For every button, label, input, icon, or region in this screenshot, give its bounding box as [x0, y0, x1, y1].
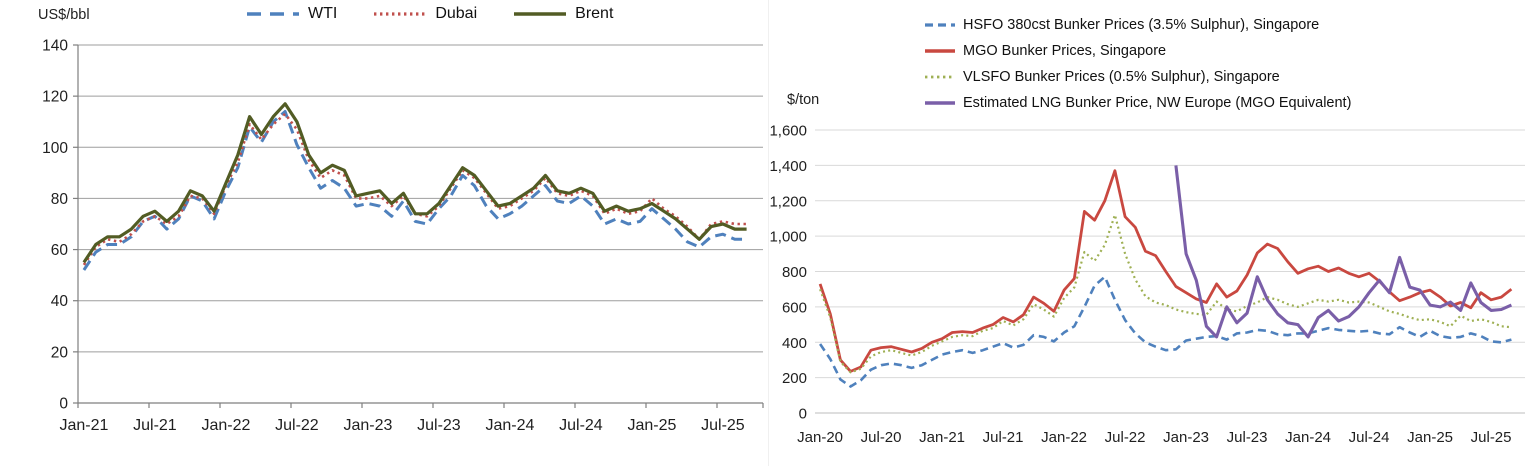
- series-line-1: [818, 169, 1513, 373]
- svg-text:Jan-21: Jan-21: [59, 417, 108, 434]
- lng-legend-label: Estimated LNG Bunker Price, NW Europe (M…: [963, 95, 1352, 111]
- gridlines: [815, 129, 1525, 379]
- svg-text:200: 200: [782, 370, 807, 387]
- axis-tick-labels: 0 20 40 60 80 100 120 140 Jan-21 Jul-21 Jan-22 Jul-…: [42, 38, 745, 435]
- svg-text:Jan-21: Jan-21: [919, 429, 965, 446]
- axis-tick-labels: 0 200 400 600 800 1,000 1,200 1,400 1,600 Jan-20 J…: [769, 123, 1511, 447]
- svg-text:Jul-25: Jul-25: [701, 417, 745, 434]
- svg-text:Jul-20: Jul-20: [861, 429, 902, 446]
- svg-text:Jan-22: Jan-22: [1041, 429, 1087, 446]
- crude-oil-price-chart: 0 20 40 60 80 100 120 140 Jan-21 Jul-21 Jan-22 Jul-…: [38, 5, 764, 435]
- series-line-0: [82, 110, 747, 271]
- dubai-legend-label: Dubai: [435, 5, 478, 22]
- svg-text:20: 20: [51, 344, 69, 361]
- bunker-chart-legend: HSFO 380cst Bunker Prices (3.5% Sulphur)…: [924, 12, 1351, 116]
- svg-text:Jan-23: Jan-23: [1163, 429, 1209, 446]
- brent-line-sample-icon: [513, 8, 567, 20]
- svg-text:400: 400: [782, 335, 807, 352]
- crude-chart-legend: WTI Dubai Brent: [246, 5, 613, 23]
- svg-text:80: 80: [51, 191, 69, 208]
- svg-text:0: 0: [59, 396, 68, 413]
- gridlines: [78, 44, 763, 353]
- series-line-2: [82, 102, 747, 264]
- legend-item-wti: WTI: [246, 5, 337, 23]
- bunker-y-axis-unit: $/ton: [787, 92, 820, 108]
- crude-y-axis-unit: US$/bbl: [38, 7, 90, 23]
- series-line-0: [819, 275, 1512, 388]
- axes: [73, 44, 764, 408]
- svg-text:140: 140: [42, 38, 68, 55]
- hsfo-line-sample-icon: [924, 19, 956, 31]
- legend-item-hsfo: HSFO 380cst Bunker Prices (3.5% Sulphur)…: [924, 12, 1351, 38]
- svg-text:Jan-25: Jan-25: [1407, 429, 1453, 446]
- svg-text:40: 40: [51, 293, 69, 310]
- legend-item-brent: Brent: [513, 5, 613, 23]
- svg-text:Jan-24: Jan-24: [1285, 429, 1331, 446]
- svg-text:0: 0: [799, 406, 807, 423]
- svg-text:Jul-23: Jul-23: [417, 417, 461, 434]
- legend-item-lng: Estimated LNG Bunker Price, NW Europe (M…: [924, 90, 1351, 116]
- svg-text:1,000: 1,000: [769, 229, 807, 246]
- mgo-legend-label: MGO Bunker Prices, Singapore: [963, 43, 1167, 59]
- svg-text:60: 60: [51, 242, 69, 259]
- wti-line-sample-icon: [246, 8, 300, 20]
- svg-text:Jan-22: Jan-22: [201, 417, 250, 434]
- svg-text:Jul-22: Jul-22: [275, 417, 319, 434]
- svg-text:800: 800: [782, 264, 807, 281]
- bunker-chart-plot-area: 0 200 400 600 800 1,000 1,200 1,400 1,600 Jan-20 J…: [769, 123, 1525, 447]
- svg-text:Jan-25: Jan-25: [627, 417, 676, 434]
- svg-text:Jul-23: Jul-23: [1227, 429, 1268, 446]
- wti-legend-label: WTI: [308, 5, 338, 22]
- series-line-1: [82, 112, 747, 266]
- svg-text:Jul-22: Jul-22: [1105, 429, 1146, 446]
- svg-text:Jul-24: Jul-24: [559, 417, 603, 434]
- svg-text:Jul-21: Jul-21: [133, 417, 177, 434]
- svg-text:Jan-23: Jan-23: [343, 417, 392, 434]
- svg-text:Jan-20: Jan-20: [797, 429, 843, 446]
- brent-legend-label: Brent: [575, 5, 614, 22]
- mgo-line-sample-icon: [924, 45, 956, 57]
- svg-text:1,200: 1,200: [769, 193, 807, 210]
- svg-text:100: 100: [42, 140, 68, 157]
- legend-item-dubai: Dubai: [373, 5, 477, 23]
- bunker-price-chart: 0 200 400 600 800 1,000 1,200 1,400 1,600 Jan-20 J…: [768, 0, 1529, 466]
- vlsfo-legend-label: VLSFO Bunker Prices (0.5% Sulphur), Sing…: [963, 69, 1280, 85]
- svg-text:Jul-25: Jul-25: [1471, 429, 1512, 446]
- svg-text:Jul-21: Jul-21: [983, 429, 1024, 446]
- svg-text:Jan-24: Jan-24: [485, 417, 534, 434]
- svg-text:Jul-24: Jul-24: [1349, 429, 1390, 446]
- legend-item-vlsfo: VLSFO Bunker Prices (0.5% Sulphur), Sing…: [924, 64, 1351, 90]
- svg-text:1,600: 1,600: [769, 123, 807, 140]
- svg-text:600: 600: [782, 299, 807, 316]
- svg-text:120: 120: [42, 89, 68, 106]
- dubai-line-sample-icon: [373, 8, 427, 20]
- lng-line-sample-icon: [924, 97, 956, 109]
- crude-chart-plot-area: 0 20 40 60 80 100 120 140 Jan-21 Jul-21 Jan-22 Jul-…: [42, 38, 764, 435]
- hsfo-legend-label: HSFO 380cst Bunker Prices (3.5% Sulphur)…: [963, 17, 1320, 33]
- svg-text:1,400: 1,400: [769, 158, 807, 175]
- legend-item-mgo: MGO Bunker Prices, Singapore: [924, 38, 1351, 64]
- series-line-3: [1174, 165, 1513, 339]
- vlsfo-line-sample-icon: [924, 71, 956, 83]
